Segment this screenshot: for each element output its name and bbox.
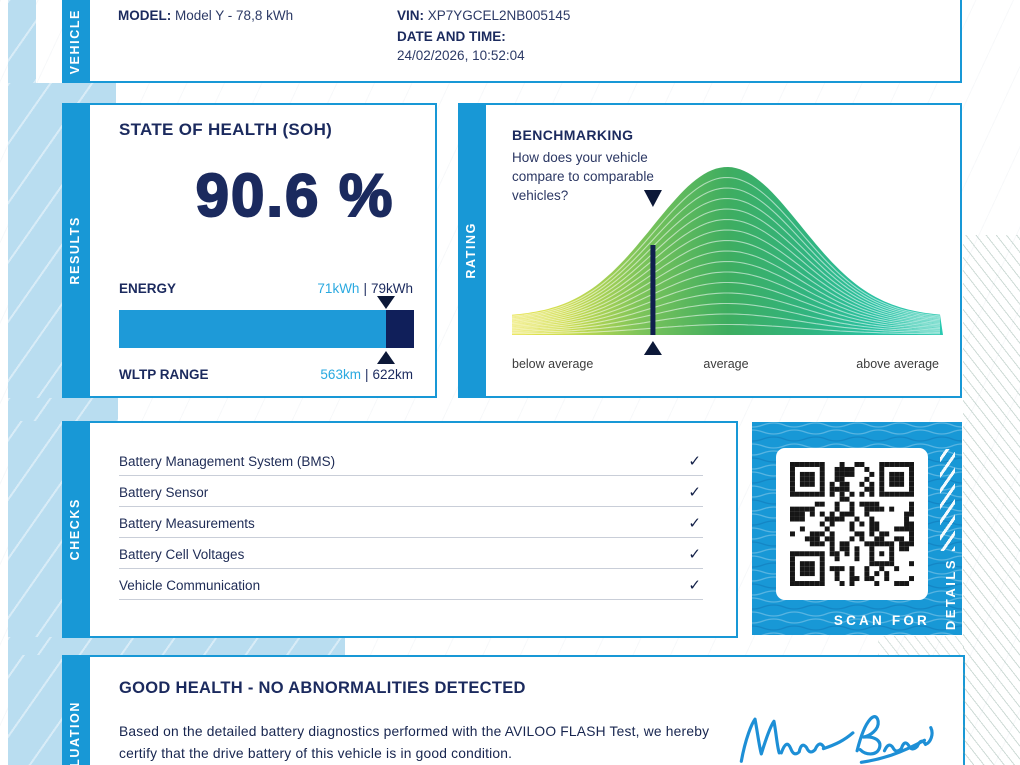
- energy-values: 71kWh | 79kWh: [317, 281, 413, 296]
- wltp-label: WLTP RANGE: [119, 367, 209, 382]
- checks-list: Battery Management System (BMS) ✓ Battery …: [119, 445, 703, 600]
- check-row: Battery Cell Voltages ✓: [119, 538, 703, 569]
- left-accent-band: [8, 83, 62, 765]
- vehicle-ids: VIN: XP7YGCEL2NB005145 DATE AND TIME: 24…: [397, 8, 570, 63]
- edge-hatch-texture: [878, 636, 964, 655]
- section-label-checks: CHECKS: [68, 498, 82, 561]
- section-label-results: RESULTS: [68, 216, 82, 285]
- axis-label-above-average: above average: [856, 357, 939, 371]
- chevrons-icon: [940, 449, 955, 551]
- soh-title: STATE OF HEALTH (SOH): [119, 120, 333, 139]
- energy-bar: [119, 310, 414, 348]
- check-row: Vehicle Communication ✓: [119, 569, 703, 600]
- marker-down-icon: [377, 296, 396, 309]
- datetime-label: DATE AND TIME:: [397, 29, 506, 44]
- section-connector: [8, 398, 118, 421]
- vin-value: XP7YGCEL2NB005145: [427, 8, 571, 23]
- qr-details-label: DETAILS: [943, 558, 958, 631]
- section-connector: [8, 83, 116, 103]
- check-row: Battery Management System (BMS) ✓: [119, 445, 703, 476]
- edge-hatch-texture: [963, 235, 1020, 765]
- signature: [739, 715, 934, 764]
- qr-code: [790, 462, 914, 586]
- energy-bar-fill: [119, 310, 387, 348]
- wltp-original: 622km: [372, 367, 413, 382]
- model-label: MODEL:: [118, 8, 172, 23]
- section-bar-results: RESULTS: [62, 103, 88, 398]
- separator: |: [364, 367, 369, 382]
- rating-panel: BENCHMARKING How does your vehicle compa…: [484, 103, 962, 398]
- section-connector: [8, 637, 345, 655]
- check-passed-icon: ✓: [688, 577, 701, 594]
- wltp-current: 563km: [320, 367, 361, 382]
- evaluation-panel: GOOD HEALTH - NO ABNORMALITIES DETECTED …: [88, 655, 965, 765]
- check-label: Battery Management System (BMS): [119, 454, 336, 469]
- vehicle-panel: MODEL: Model Y - 78,8 kWh VIN: XP7YGCEL2…: [88, 0, 962, 83]
- section-label-evaluation: EVALUATION: [68, 701, 82, 765]
- vin-row: VIN: XP7YGCEL2NB005145: [397, 8, 570, 23]
- wltp-values: 563km | 622km: [320, 367, 413, 382]
- check-row: Battery Sensor ✓: [119, 476, 703, 507]
- results-panel: STATE OF HEALTH (SOH) 90.6 % ENERGY 71kW…: [88, 103, 437, 398]
- vin-label: VIN:: [397, 8, 424, 23]
- energy-row: ENERGY 71kWh | 79kWh: [119, 281, 413, 296]
- check-row: Battery Measurements ✓: [119, 507, 703, 538]
- qr-card: [776, 448, 928, 600]
- energy-original: 79kWh: [370, 281, 413, 296]
- check-passed-icon: ✓: [688, 546, 701, 563]
- check-passed-icon: ✓: [688, 515, 701, 532]
- evaluation-title: GOOD HEALTH - NO ABNORMALITIES DETECTED: [119, 679, 526, 697]
- check-label: Vehicle Communication: [119, 578, 261, 593]
- section-label-vehicle: VEHICLE: [68, 8, 82, 75]
- soh-value: 90.6 %: [195, 161, 395, 230]
- evaluation-body: Based on the detailed battery diagnostic…: [119, 724, 710, 761]
- benchmark-subtitle: How does your vehicle compare to compara…: [512, 150, 654, 203]
- energy-current: 71kWh: [317, 281, 360, 296]
- check-label: Battery Sensor: [119, 485, 209, 500]
- marker-up-icon: [377, 351, 396, 364]
- benchmark-chart: [511, 167, 943, 355]
- energy-label: ENERGY: [119, 281, 177, 296]
- qr-scan-for-label: SCAN FOR: [833, 613, 930, 628]
- section-bar-rating: RATING: [458, 103, 484, 398]
- wltp-row: WLTP RANGE 563km | 622km: [119, 367, 413, 382]
- check-label: Battery Measurements: [119, 516, 255, 531]
- vehicle-model: MODEL: Model Y - 78,8 kWh: [118, 8, 293, 23]
- model-value: Model Y - 78,8 kWh: [175, 8, 294, 23]
- checks-panel: Battery Management System (BMS) ✓ Battery …: [88, 421, 738, 638]
- left-accent-strip: [8, 0, 36, 83]
- benchmark-title: BENCHMARKING: [512, 127, 634, 143]
- section-bar-checks: CHECKS: [62, 421, 88, 638]
- axis-label-average: average: [703, 357, 749, 371]
- section-bar-vehicle: VEHICLE: [62, 0, 88, 83]
- datetime-value: 24/02/2026, 10:52:04: [397, 48, 525, 63]
- section-bar-evaluation: EVALUATION: [62, 655, 88, 765]
- qr-tile: DETAILS SCAN FOR: [752, 422, 962, 635]
- axis-label-below-average: below average: [512, 357, 594, 371]
- check-passed-icon: ✓: [688, 484, 701, 501]
- separator: |: [363, 281, 367, 296]
- section-label-rating: RATING: [464, 222, 478, 279]
- check-label: Battery Cell Voltages: [119, 547, 245, 562]
- check-passed-icon: ✓: [688, 453, 701, 470]
